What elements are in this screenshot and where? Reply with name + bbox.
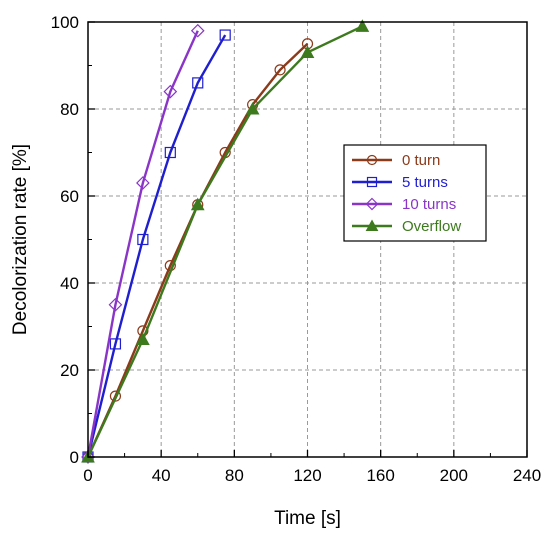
- series-0-turn: [82, 38, 314, 463]
- legend-marker: [365, 219, 379, 231]
- y-tick-label: 100: [51, 13, 79, 32]
- data-point: [274, 64, 286, 76]
- data-point: [164, 146, 176, 159]
- series-line: [86, 30, 199, 458]
- data-point: [245, 101, 260, 115]
- data-point: [109, 338, 122, 350]
- y-tick-label: 80: [60, 100, 79, 119]
- data-point: [219, 29, 231, 41]
- legend-label: 5 turns: [402, 174, 448, 191]
- data-point: [163, 84, 178, 99]
- legend-marker: [366, 154, 378, 166]
- series-line: [86, 34, 227, 458]
- series-line: [86, 25, 363, 458]
- legend-label: 0 turn: [402, 152, 440, 169]
- x-tick-label: 240: [513, 466, 541, 485]
- series-layer: [81, 19, 370, 464]
- data-point: [192, 77, 204, 89]
- y-tick-label: 20: [60, 361, 79, 380]
- y-axis-title: Decolorization rate [%]: [10, 144, 31, 335]
- x-tick-label: 120: [293, 466, 321, 485]
- data-point: [136, 332, 150, 346]
- data-point: [81, 450, 95, 464]
- x-axis-title: Time [s]: [274, 508, 341, 529]
- data-point: [300, 45, 315, 58]
- series-overflow: [81, 19, 370, 463]
- x-tick-label: 160: [366, 466, 394, 485]
- legend-label: 10 turns: [402, 196, 456, 213]
- data-point: [190, 23, 205, 38]
- data-point: [108, 297, 123, 312]
- series-10-turns: [81, 23, 205, 464]
- legend: 0 turn 5 turns 10 turns Overflow: [343, 144, 487, 242]
- data-point: [355, 19, 370, 32]
- y-tick-label: 40: [60, 274, 79, 293]
- data-point: [190, 197, 205, 211]
- x-tick-label: 0: [83, 466, 92, 485]
- series-5-turns: [82, 29, 231, 463]
- y-tick-label: 0: [70, 448, 79, 467]
- legend-marker: [365, 197, 379, 211]
- x-tick-label: 40: [152, 466, 171, 485]
- ticks-layer: 0 40 80 120 160 200 240 0 20 40 60 80 100: [51, 13, 542, 485]
- legend-marker: [366, 176, 378, 188]
- legend-label: Overflow: [402, 218, 461, 235]
- data-point: [137, 233, 149, 246]
- x-tick-label: 80: [225, 466, 244, 485]
- y-tick-label: 60: [60, 187, 79, 206]
- x-tick-label: 200: [440, 466, 468, 485]
- data-point: [136, 176, 150, 190]
